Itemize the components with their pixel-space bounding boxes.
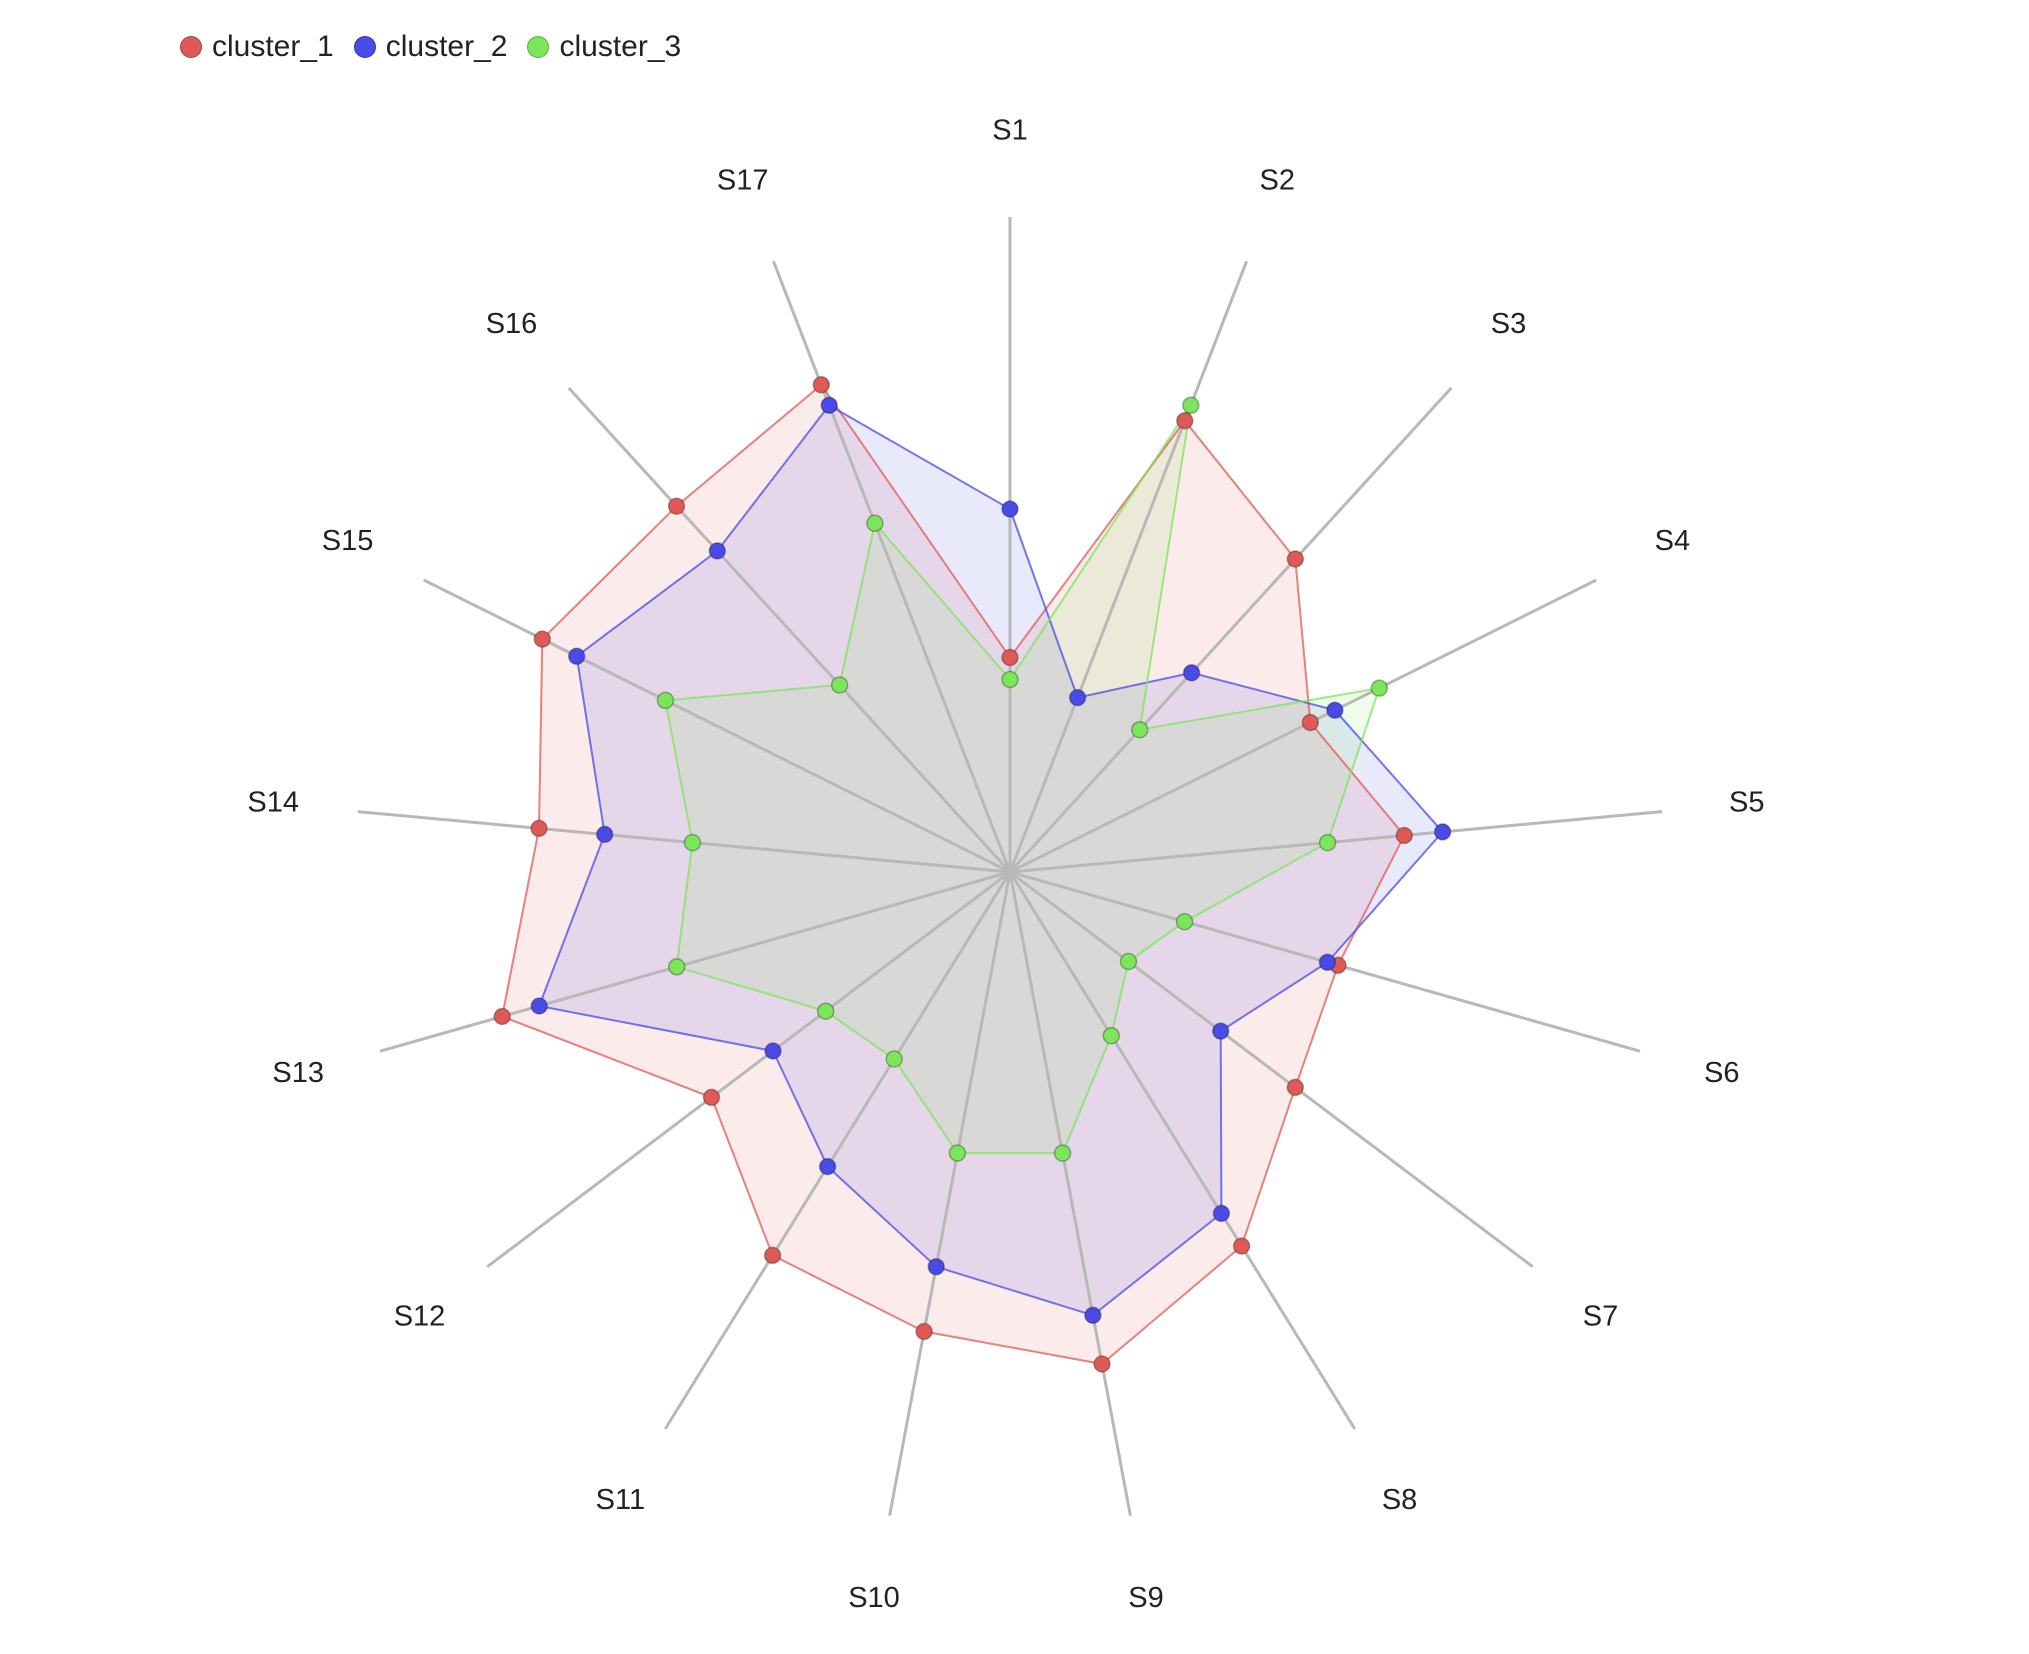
data-point-cluster_1-S3 [1286, 550, 1305, 568]
category-label-S2: S2 [1260, 165, 1295, 197]
data-point-cluster_2-S17 [820, 396, 838, 415]
data-point-cluster_2-S4 [1326, 701, 1344, 719]
data-point-cluster_1-S17 [812, 376, 831, 394]
axis-spoke-S2 [1008, 260, 1248, 873]
legend-item-cluster_2[interactable]: cluster_2 [353, 30, 508, 64]
data-point-cluster_1-S8 [1232, 1237, 1251, 1255]
data-point-cluster_3-S17 [866, 514, 884, 533]
category-label-S8: S8 [1382, 1484, 1417, 1516]
data-point-cluster_1-S14 [530, 819, 548, 838]
data-point-cluster_2-S11 [818, 1157, 837, 1176]
data-point-cluster_3-S8 [1102, 1026, 1121, 1045]
data-point-cluster_1-S15 [533, 630, 552, 648]
legend-label: cluster_2 [385, 30, 508, 63]
category-label-S3: S3 [1491, 308, 1526, 340]
series-line-cluster_3 [664, 404, 1381, 1155]
series-line-cluster_2 [537, 403, 1444, 1317]
data-point-cluster_2-S14 [595, 825, 614, 844]
axis-spoke-S15 [423, 578, 1011, 874]
category-label-S13: S13 [272, 1057, 324, 1089]
series-area-cluster_1 [502, 384, 1405, 1364]
data-point-cluster_2-S7 [1211, 1022, 1230, 1040]
legend-label: cluster_1 [212, 30, 334, 63]
data-point-cluster_3-S1 [1001, 670, 1019, 689]
category-label-S5: S5 [1729, 786, 1764, 818]
data-point-cluster_3-S6 [1175, 912, 1194, 931]
axis-spoke-S16 [567, 386, 1012, 874]
data-point-cluster_1-S13 [493, 1007, 511, 1026]
data-point-cluster_1-S4 [1301, 713, 1320, 732]
data-point-cluster_3-S7 [1119, 952, 1138, 971]
data-point-cluster_1-S2 [1176, 411, 1194, 430]
data-point-cluster_3-S5 [1318, 833, 1337, 852]
data-point-cluster_3-S4 [1370, 679, 1389, 697]
category-label-S4: S4 [1655, 525, 1690, 557]
data-point-cluster_3-S11 [885, 1050, 903, 1068]
data-point-cluster_1-S10 [915, 1322, 933, 1341]
axis-spoke-S8 [1008, 871, 1357, 1430]
data-point-cluster_3-S12 [816, 1002, 835, 1020]
axis-spoke-S13 [379, 870, 1011, 1053]
data-point-cluster_2-S3 [1182, 664, 1201, 682]
data-point-cluster_1-S5 [1395, 826, 1414, 845]
legend-marker [180, 36, 202, 58]
data-point-cluster_3-S16 [830, 676, 849, 694]
category-label-S10: S10 [848, 1582, 900, 1614]
category-label-S6: S6 [1704, 1057, 1739, 1089]
data-point-cluster_2-S12 [764, 1042, 782, 1060]
data-point-cluster_3-S2 [1182, 396, 1200, 415]
category-label-S11: S11 [596, 1484, 645, 1516]
data-point-cluster_2-S13 [530, 997, 548, 1015]
data-point-cluster_1-S9 [1093, 1355, 1111, 1373]
legend-item-cluster_1[interactable]: cluster_1 [180, 30, 334, 64]
data-point-cluster_2-S2 [1068, 688, 1087, 707]
data-point-cluster_1-S16 [667, 497, 686, 515]
data-point-cluster_2-S1 [1001, 500, 1019, 518]
series-area-cluster_3 [665, 405, 1380, 1154]
data-point-cluster_3-S9 [1053, 1144, 1072, 1162]
category-label-S14: S14 [247, 786, 299, 818]
axis-spoke-S7 [1009, 870, 1534, 1268]
data-point-cluster_1-S1 [1001, 648, 1019, 667]
legend-item-cluster_3[interactable]: cluster_3 [527, 30, 681, 64]
data-point-cluster_2-S5 [1433, 823, 1452, 841]
axis-spoke-S12 [486, 870, 1011, 1268]
legend-label: cluster_3 [559, 30, 682, 63]
axis-spoke-S3 [1008, 386, 1453, 874]
data-point-cluster_1-S7 [1286, 1078, 1305, 1097]
series-line-cluster_1 [501, 383, 1406, 1366]
category-label-S1: S1 [992, 115, 1027, 147]
category-label-S15: S15 [322, 525, 374, 557]
legend-marker [527, 36, 550, 58]
data-point-cluster_1-S12 [702, 1088, 721, 1107]
data-point-cluster_3-S10 [948, 1144, 967, 1162]
category-label-S17: S17 [717, 165, 769, 197]
data-point-cluster_2-S9 [1084, 1306, 1102, 1325]
axis-spoke-S14 [357, 810, 1011, 874]
axis-spoke-S11 [663, 871, 1012, 1430]
data-point-cluster_2-S15 [567, 647, 586, 666]
axis-spoke-S10 [888, 871, 1012, 1517]
data-point-cluster_3-S3 [1130, 720, 1149, 739]
category-label-S12: S12 [394, 1301, 446, 1333]
axis-spoke-S5 [1009, 810, 1663, 874]
data-point-cluster_2-S8 [1212, 1204, 1231, 1223]
category-label-S7: S7 [1583, 1301, 1618, 1333]
axis-spoke-S9 [1008, 871, 1132, 1517]
data-point-cluster_3-S15 [656, 691, 675, 710]
data-point-cluster_2-S6 [1318, 953, 1337, 972]
category-label-S9: S9 [1128, 1582, 1163, 1614]
series-area-cluster_2 [539, 405, 1443, 1316]
category-label-S16: S16 [486, 308, 538, 340]
legend: cluster_1 cluster_2 cluster_3 [180, 30, 701, 64]
data-point-cluster_3-S13 [667, 958, 686, 976]
data-point-cluster_2-S10 [927, 1257, 945, 1276]
legend-marker [353, 36, 376, 58]
data-point-cluster_1-S11 [763, 1246, 782, 1265]
data-point-cluster_2-S16 [708, 542, 727, 560]
data-point-cluster_3-S14 [683, 833, 702, 852]
axis-spoke-S17 [772, 260, 1012, 873]
